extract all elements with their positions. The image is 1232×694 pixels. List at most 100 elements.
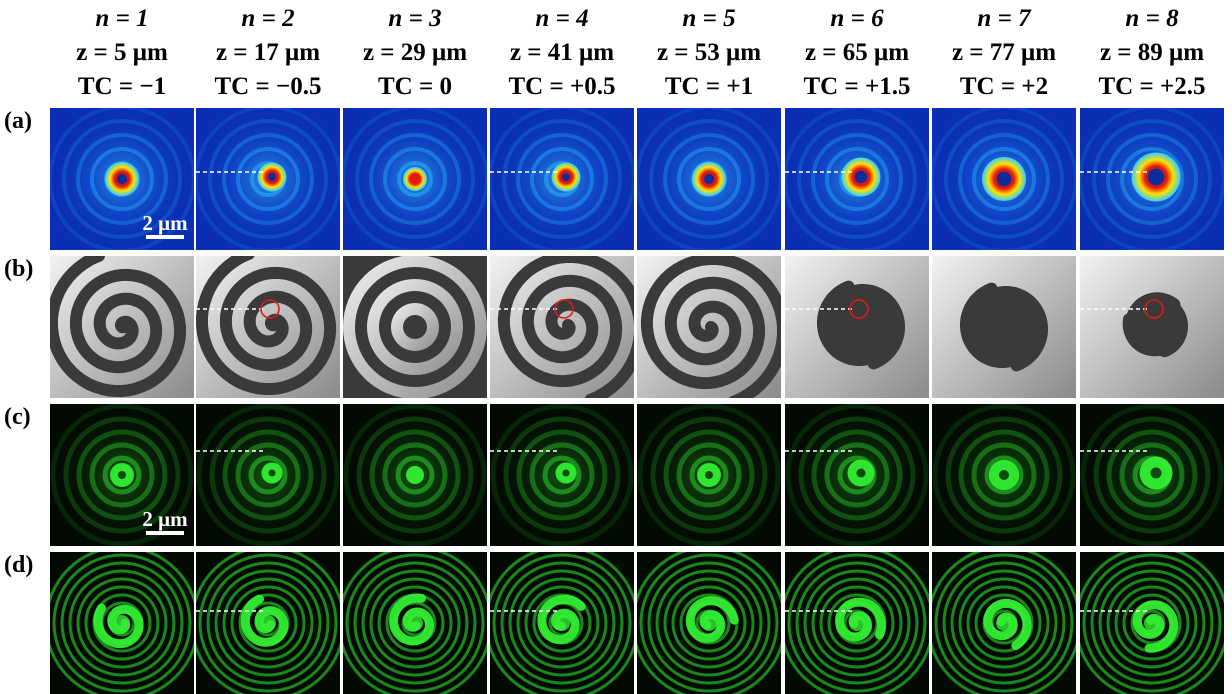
panel-a-3 <box>343 108 487 250</box>
panel-c-7 <box>932 404 1076 546</box>
header-n-label: n = 1 <box>95 5 149 32</box>
singularity-marker <box>554 299 574 319</box>
header-tc-label: TC = +1.5 <box>803 73 911 100</box>
panel-d-6 <box>785 552 929 694</box>
row-label-a: (a) <box>4 108 32 134</box>
panel-d-3 <box>343 552 487 694</box>
panel-a-2 <box>196 108 340 250</box>
column-header-3: n = 3 z = 29 μm TC = 0 <box>342 2 488 104</box>
panel-image <box>490 108 634 250</box>
panel-image <box>343 404 487 546</box>
panel-b-1 <box>50 256 194 398</box>
panel-image <box>490 404 634 546</box>
panel-b-5 <box>637 256 781 398</box>
column-header-4: n = 4 z = 41 μm TC = +0.5 <box>489 2 635 104</box>
panel-c-3 <box>343 404 487 546</box>
scale-bar-label: 2 μm <box>142 507 188 531</box>
header-tc-label: TC = +0.5 <box>508 73 616 100</box>
panel-a-4 <box>490 108 634 250</box>
panel-image <box>343 256 487 398</box>
panel-image <box>932 256 1076 398</box>
header-tc-label: TC = 0 <box>378 73 452 100</box>
header-tc-label: TC = +2.5 <box>1098 73 1206 100</box>
singularity-marker <box>849 299 869 319</box>
panel-a-7 <box>932 108 1076 250</box>
panel-image <box>1080 256 1224 398</box>
panel-d-7 <box>932 552 1076 694</box>
panel-b-4 <box>490 256 634 398</box>
panel-image <box>637 404 781 546</box>
panel-image <box>785 404 929 546</box>
header-tc-label: TC = +2 <box>959 73 1049 100</box>
panel-image <box>50 404 194 546</box>
header-z-label: z = 77 μm <box>951 39 1057 66</box>
panel-image <box>1080 404 1224 546</box>
panel-image <box>785 552 929 694</box>
panel-a-8 <box>1080 108 1224 250</box>
column-header-5: n = 5 z = 53 μm TC = +1 <box>636 2 782 104</box>
panel-image <box>343 108 487 250</box>
header-z-label: z = 65 μm <box>804 39 910 66</box>
panel-d-1 <box>50 552 194 694</box>
header-n-label: n = 8 <box>1125 5 1179 32</box>
column-header-6: n = 6 z = 65 μm TC = +1.5 <box>784 2 930 104</box>
header-z-label: z = 53 μm <box>656 39 762 66</box>
scale-bar-label: 2 μm <box>142 211 188 235</box>
panel-image <box>196 108 340 250</box>
header-tc-label: TC = +1 <box>664 73 754 100</box>
header-tc-label: TC = −0.5 <box>214 73 322 100</box>
row-label-c: (c) <box>4 404 31 430</box>
panel-b-6 <box>785 256 929 398</box>
panel-d-4 <box>490 552 634 694</box>
panel-c-5 <box>637 404 781 546</box>
panel-image <box>50 256 194 398</box>
panel-image <box>1080 552 1224 694</box>
panel-d-2 <box>196 552 340 694</box>
panel-d-8 <box>1080 552 1224 694</box>
panel-image <box>1080 108 1224 250</box>
panel-image <box>196 404 340 546</box>
scale-bar-row-c: 2 μm <box>135 508 195 535</box>
header-z-label: z = 29 μm <box>362 39 468 66</box>
row-label-d: (d) <box>4 552 34 578</box>
header-z-label: z = 17 μm <box>215 39 321 66</box>
panel-image <box>50 552 194 694</box>
panel-c-8 <box>1080 404 1224 546</box>
panel-image <box>785 108 929 250</box>
panel-b-2 <box>196 256 340 398</box>
panel-image <box>637 108 781 250</box>
panel-image <box>785 256 929 398</box>
panel-image <box>932 552 1076 694</box>
panel-image <box>343 552 487 694</box>
panel-image <box>637 256 781 398</box>
panel-image <box>932 404 1076 546</box>
panel-a-5 <box>637 108 781 250</box>
singularity-marker <box>260 299 280 319</box>
panel-c-4 <box>490 404 634 546</box>
header-n-label: n = 2 <box>241 5 295 32</box>
panel-image <box>196 256 340 398</box>
panel-c-2 <box>196 404 340 546</box>
panel-image <box>50 108 194 250</box>
panel-c-6 <box>785 404 929 546</box>
panel-c-1 <box>50 404 194 546</box>
header-n-label: n = 7 <box>977 5 1031 32</box>
header-n-label: n = 3 <box>388 5 442 32</box>
panel-image <box>196 552 340 694</box>
header-n-label: n = 6 <box>830 5 884 32</box>
panel-d-5 <box>637 552 781 694</box>
panel-b-8 <box>1080 256 1224 398</box>
header-z-label: z = 89 μm <box>1099 39 1205 66</box>
column-header-2: n = 2 z = 17 μm TC = −0.5 <box>195 2 341 104</box>
header-n-label: n = 4 <box>535 5 589 32</box>
column-header-1: n = 1 z = 5 μm TC = −1 <box>49 2 195 104</box>
panel-a-1 <box>50 108 194 250</box>
header-tc-label: TC = −1 <box>77 73 167 100</box>
row-label-b: (b) <box>4 256 34 282</box>
scale-bar-line <box>146 531 184 535</box>
scale-bar-line <box>146 235 184 239</box>
header-n-label: n = 5 <box>682 5 736 32</box>
header-z-label: z = 41 μm <box>509 39 615 66</box>
column-header-7: n = 7 z = 77 μm TC = +2 <box>931 2 1077 104</box>
header-z-label: z = 5 μm <box>76 39 168 66</box>
